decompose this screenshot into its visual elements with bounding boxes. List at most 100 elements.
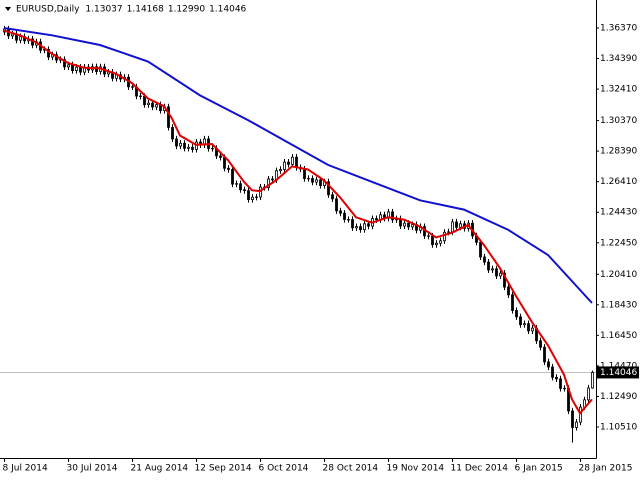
y-tick-label: 1.30370 bbox=[600, 116, 637, 126]
candle-body bbox=[515, 310, 518, 318]
candle-body bbox=[459, 223, 462, 228]
candle-body bbox=[155, 104, 158, 108]
candle-body bbox=[547, 361, 550, 368]
y-tick-label: 1.22450 bbox=[600, 238, 637, 248]
candle-body bbox=[327, 181, 330, 196]
candle-body bbox=[411, 224, 414, 228]
candle-body bbox=[527, 323, 530, 332]
candle-body bbox=[563, 387, 566, 390]
candle-body bbox=[271, 178, 274, 181]
x-tick-label: 28 Oct 2014 bbox=[323, 464, 379, 474]
candle-body bbox=[175, 138, 178, 147]
candle-body bbox=[443, 231, 446, 242]
header-value: 1.14046 bbox=[209, 5, 246, 15]
candle-body bbox=[391, 211, 394, 221]
candle-body bbox=[303, 168, 306, 179]
candle-body bbox=[511, 294, 514, 311]
candle-body bbox=[355, 226, 358, 229]
candle-body bbox=[483, 256, 486, 263]
candle-body bbox=[179, 142, 182, 147]
y-tick-label: 1.36370 bbox=[600, 24, 637, 34]
x-tick-label: 6 Oct 2014 bbox=[259, 464, 309, 474]
header-value: 1.12990 bbox=[168, 5, 205, 15]
candle-body bbox=[479, 241, 482, 258]
candle-body bbox=[219, 155, 222, 158]
candle-body bbox=[167, 106, 170, 128]
candle-body bbox=[523, 323, 526, 326]
candle-body bbox=[247, 190, 250, 200]
candle-body bbox=[455, 221, 458, 228]
candle-body bbox=[451, 221, 454, 233]
candle-body bbox=[407, 222, 410, 228]
y-tick-label: 1.18430 bbox=[600, 300, 637, 310]
y-tick-label: 1.24430 bbox=[600, 208, 637, 218]
candle-body bbox=[587, 387, 590, 401]
candle-body bbox=[255, 196, 258, 198]
ma-line bbox=[3, 29, 593, 416]
y-tick-label: 1.12490 bbox=[600, 392, 637, 402]
candle-body bbox=[503, 272, 506, 288]
header-value: 1.14168 bbox=[127, 5, 164, 15]
candle-body bbox=[531, 327, 534, 332]
candle-body bbox=[151, 102, 154, 108]
candle-body bbox=[279, 169, 282, 172]
candle-body bbox=[487, 261, 490, 271]
candle-body bbox=[539, 340, 542, 348]
chart-title: EURUSD,Daily bbox=[16, 5, 80, 15]
candle-body bbox=[75, 66, 78, 71]
candle-body bbox=[283, 161, 286, 170]
candle-body bbox=[67, 64, 70, 68]
candle-body bbox=[591, 372, 594, 389]
candle-body bbox=[267, 178, 270, 188]
candle-body bbox=[427, 235, 430, 237]
y-tick-label: 1.34390 bbox=[600, 54, 637, 64]
candle-body bbox=[331, 194, 334, 200]
candle-body bbox=[63, 59, 66, 68]
candle-body bbox=[543, 346, 546, 363]
candle-body bbox=[187, 146, 190, 149]
candle-body bbox=[495, 268, 498, 277]
candle-body bbox=[431, 235, 434, 246]
candle-body bbox=[143, 95, 146, 106]
header-value: 1.13037 bbox=[85, 5, 122, 15]
candle-body bbox=[439, 240, 442, 244]
candle-body bbox=[359, 226, 362, 231]
candle-body bbox=[71, 64, 74, 71]
candle-body bbox=[403, 222, 406, 227]
candle-body bbox=[183, 142, 186, 149]
y-tick-label: 1.10510 bbox=[600, 423, 637, 433]
candle-body bbox=[19, 36, 22, 41]
candle-body bbox=[499, 272, 502, 277]
candle-body bbox=[235, 183, 238, 185]
candle-body bbox=[447, 231, 450, 233]
x-tick-label: 11 Dec 2014 bbox=[451, 464, 509, 474]
candle-body bbox=[295, 156, 298, 168]
candle-body bbox=[171, 126, 174, 140]
candle-body bbox=[363, 223, 366, 231]
x-tick-label: 19 Nov 2014 bbox=[387, 464, 445, 474]
candle-body bbox=[287, 161, 290, 165]
x-tick-label: 8 Jul 2014 bbox=[3, 464, 48, 474]
candle-body bbox=[79, 66, 82, 73]
candle-body bbox=[351, 219, 354, 229]
candle-body bbox=[211, 147, 214, 150]
candle-body bbox=[47, 49, 50, 58]
candle-body bbox=[555, 376, 558, 380]
candle-body bbox=[339, 210, 342, 214]
candle-body bbox=[507, 286, 510, 296]
y-tick-label: 1.20410 bbox=[600, 270, 637, 280]
candle-body bbox=[231, 169, 234, 185]
candle-body bbox=[131, 86, 134, 88]
candle-body bbox=[239, 183, 242, 191]
candle-body bbox=[307, 178, 310, 180]
x-tick-label: 30 Jul 2014 bbox=[67, 464, 118, 474]
candle-body bbox=[551, 366, 554, 378]
x-tick-label: 12 Sep 2014 bbox=[195, 464, 252, 474]
x-tick-label: 21 Aug 2014 bbox=[131, 464, 189, 474]
candle-body bbox=[311, 178, 314, 183]
candle-body bbox=[575, 421, 578, 428]
candle-body bbox=[191, 146, 194, 150]
menu-triangle[interactable] bbox=[5, 7, 11, 11]
current-price-box bbox=[597, 366, 639, 379]
